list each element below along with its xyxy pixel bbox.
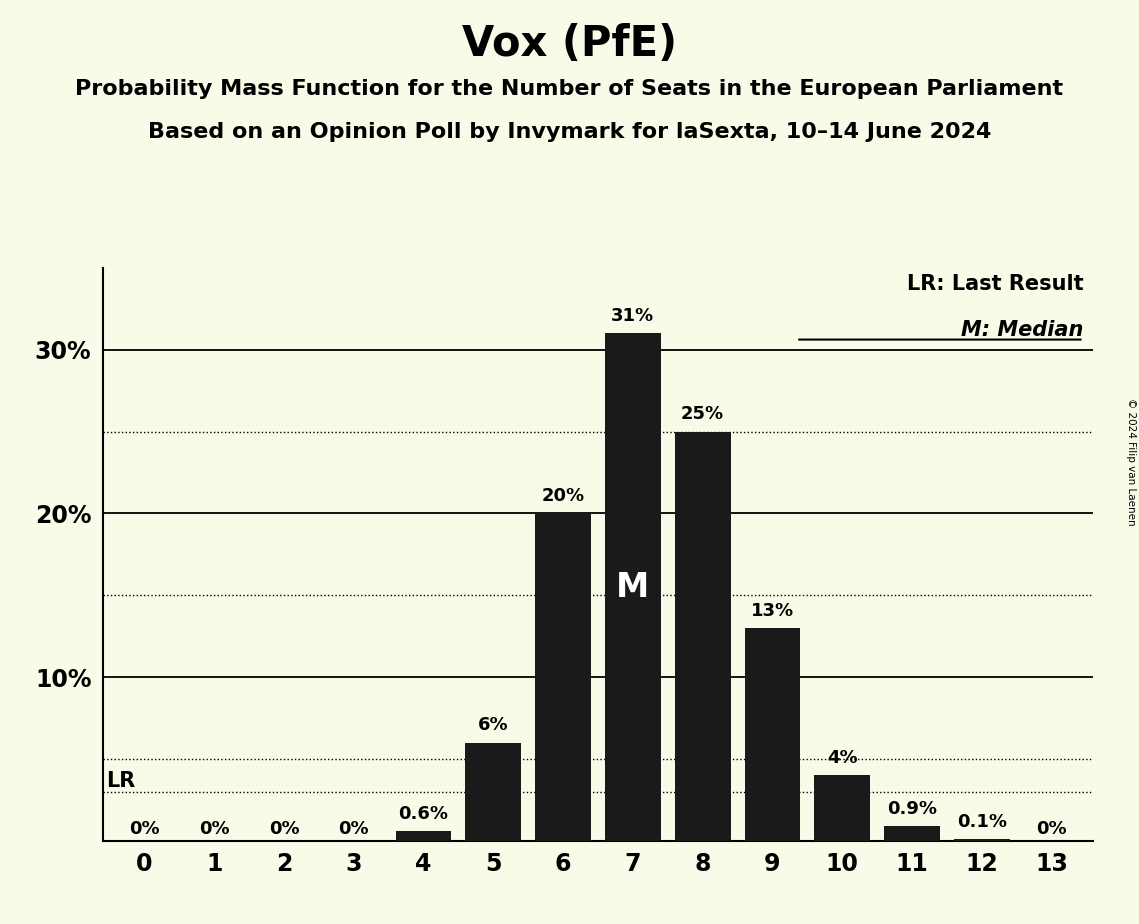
Bar bbox=[466, 743, 522, 841]
Text: Probability Mass Function for the Number of Seats in the European Parliament: Probability Mass Function for the Number… bbox=[75, 79, 1064, 99]
Bar bbox=[605, 334, 661, 841]
Bar bbox=[884, 826, 940, 841]
Bar bbox=[535, 514, 591, 841]
Text: © 2024 Filip van Laenen: © 2024 Filip van Laenen bbox=[1125, 398, 1136, 526]
Text: 25%: 25% bbox=[681, 406, 724, 423]
Text: 20%: 20% bbox=[541, 487, 584, 505]
Bar bbox=[953, 839, 1009, 841]
Text: 0%: 0% bbox=[129, 820, 159, 837]
Bar bbox=[814, 775, 870, 841]
Text: M: M bbox=[616, 571, 649, 603]
Text: 13%: 13% bbox=[751, 602, 794, 620]
Bar bbox=[395, 831, 451, 841]
Bar bbox=[674, 432, 730, 841]
Text: 0%: 0% bbox=[269, 820, 300, 837]
Text: LR: LR bbox=[106, 771, 136, 791]
Text: 0%: 0% bbox=[1036, 820, 1067, 837]
Text: 0%: 0% bbox=[338, 820, 369, 837]
Text: 6%: 6% bbox=[478, 716, 509, 735]
Text: 0.1%: 0.1% bbox=[957, 813, 1007, 831]
Text: 0.6%: 0.6% bbox=[399, 805, 449, 823]
Bar bbox=[745, 628, 801, 841]
Text: 0.9%: 0.9% bbox=[887, 800, 937, 818]
Text: Based on an Opinion Poll by Invymark for laSexta, 10–14 June 2024: Based on an Opinion Poll by Invymark for… bbox=[148, 122, 991, 142]
Text: 4%: 4% bbox=[827, 749, 858, 767]
Text: 0%: 0% bbox=[199, 820, 229, 837]
Text: Vox (PfE): Vox (PfE) bbox=[462, 23, 677, 65]
Text: M: Median: M: Median bbox=[961, 320, 1083, 339]
Text: LR: Last Result: LR: Last Result bbox=[907, 274, 1083, 294]
Text: 31%: 31% bbox=[612, 308, 655, 325]
